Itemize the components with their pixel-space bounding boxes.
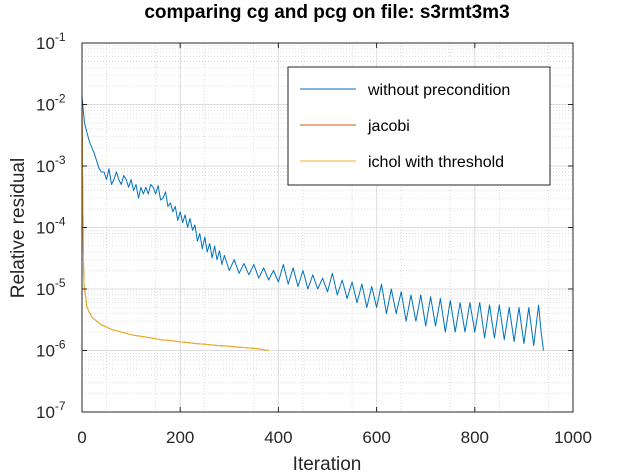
legend-box <box>287 66 551 186</box>
series-line-jacobi <box>81 99 269 351</box>
y-tick-label: 10-3 <box>36 153 66 176</box>
grid <box>82 43 573 412</box>
y-tick-label: 10-6 <box>36 338 66 361</box>
y-tick-label: 10-2 <box>36 92 66 115</box>
legend: without precondition jacobi ichol with thr… <box>287 66 551 186</box>
y-tick-label: 10-7 <box>36 399 66 422</box>
x-tick-label: 0 <box>77 428 86 447</box>
x-tick-label: 800 <box>461 428 489 447</box>
y-axis-label: Relative residual <box>8 158 29 298</box>
x-tick-label: 600 <box>362 428 390 447</box>
y-tick-label: 10-4 <box>36 215 66 238</box>
x-axis-label: Iteration <box>293 454 362 473</box>
series-line-without-precondition <box>81 95 544 351</box>
x-tick-label: 1000 <box>554 428 592 447</box>
legend-label: without precondition <box>367 82 510 99</box>
legend-label: ichol with threshold <box>368 154 504 171</box>
x-tick-label: 200 <box>166 428 194 447</box>
chart-title: comparing cg and pcg on file: s3rmt3m3 <box>144 2 509 23</box>
series-group <box>81 95 544 351</box>
y-tick-label: 10-5 <box>36 276 66 299</box>
series-line-ichol-with-threshold <box>81 99 269 351</box>
legend-label: jacobi <box>367 118 410 135</box>
y-tick-label: 10-1 <box>36 30 66 53</box>
tick-group: 0 200 400 600 800 1000 10-1 10-2 10-3 10-4 10-5 10-… <box>36 30 592 447</box>
x-tick-label: 400 <box>264 428 292 447</box>
